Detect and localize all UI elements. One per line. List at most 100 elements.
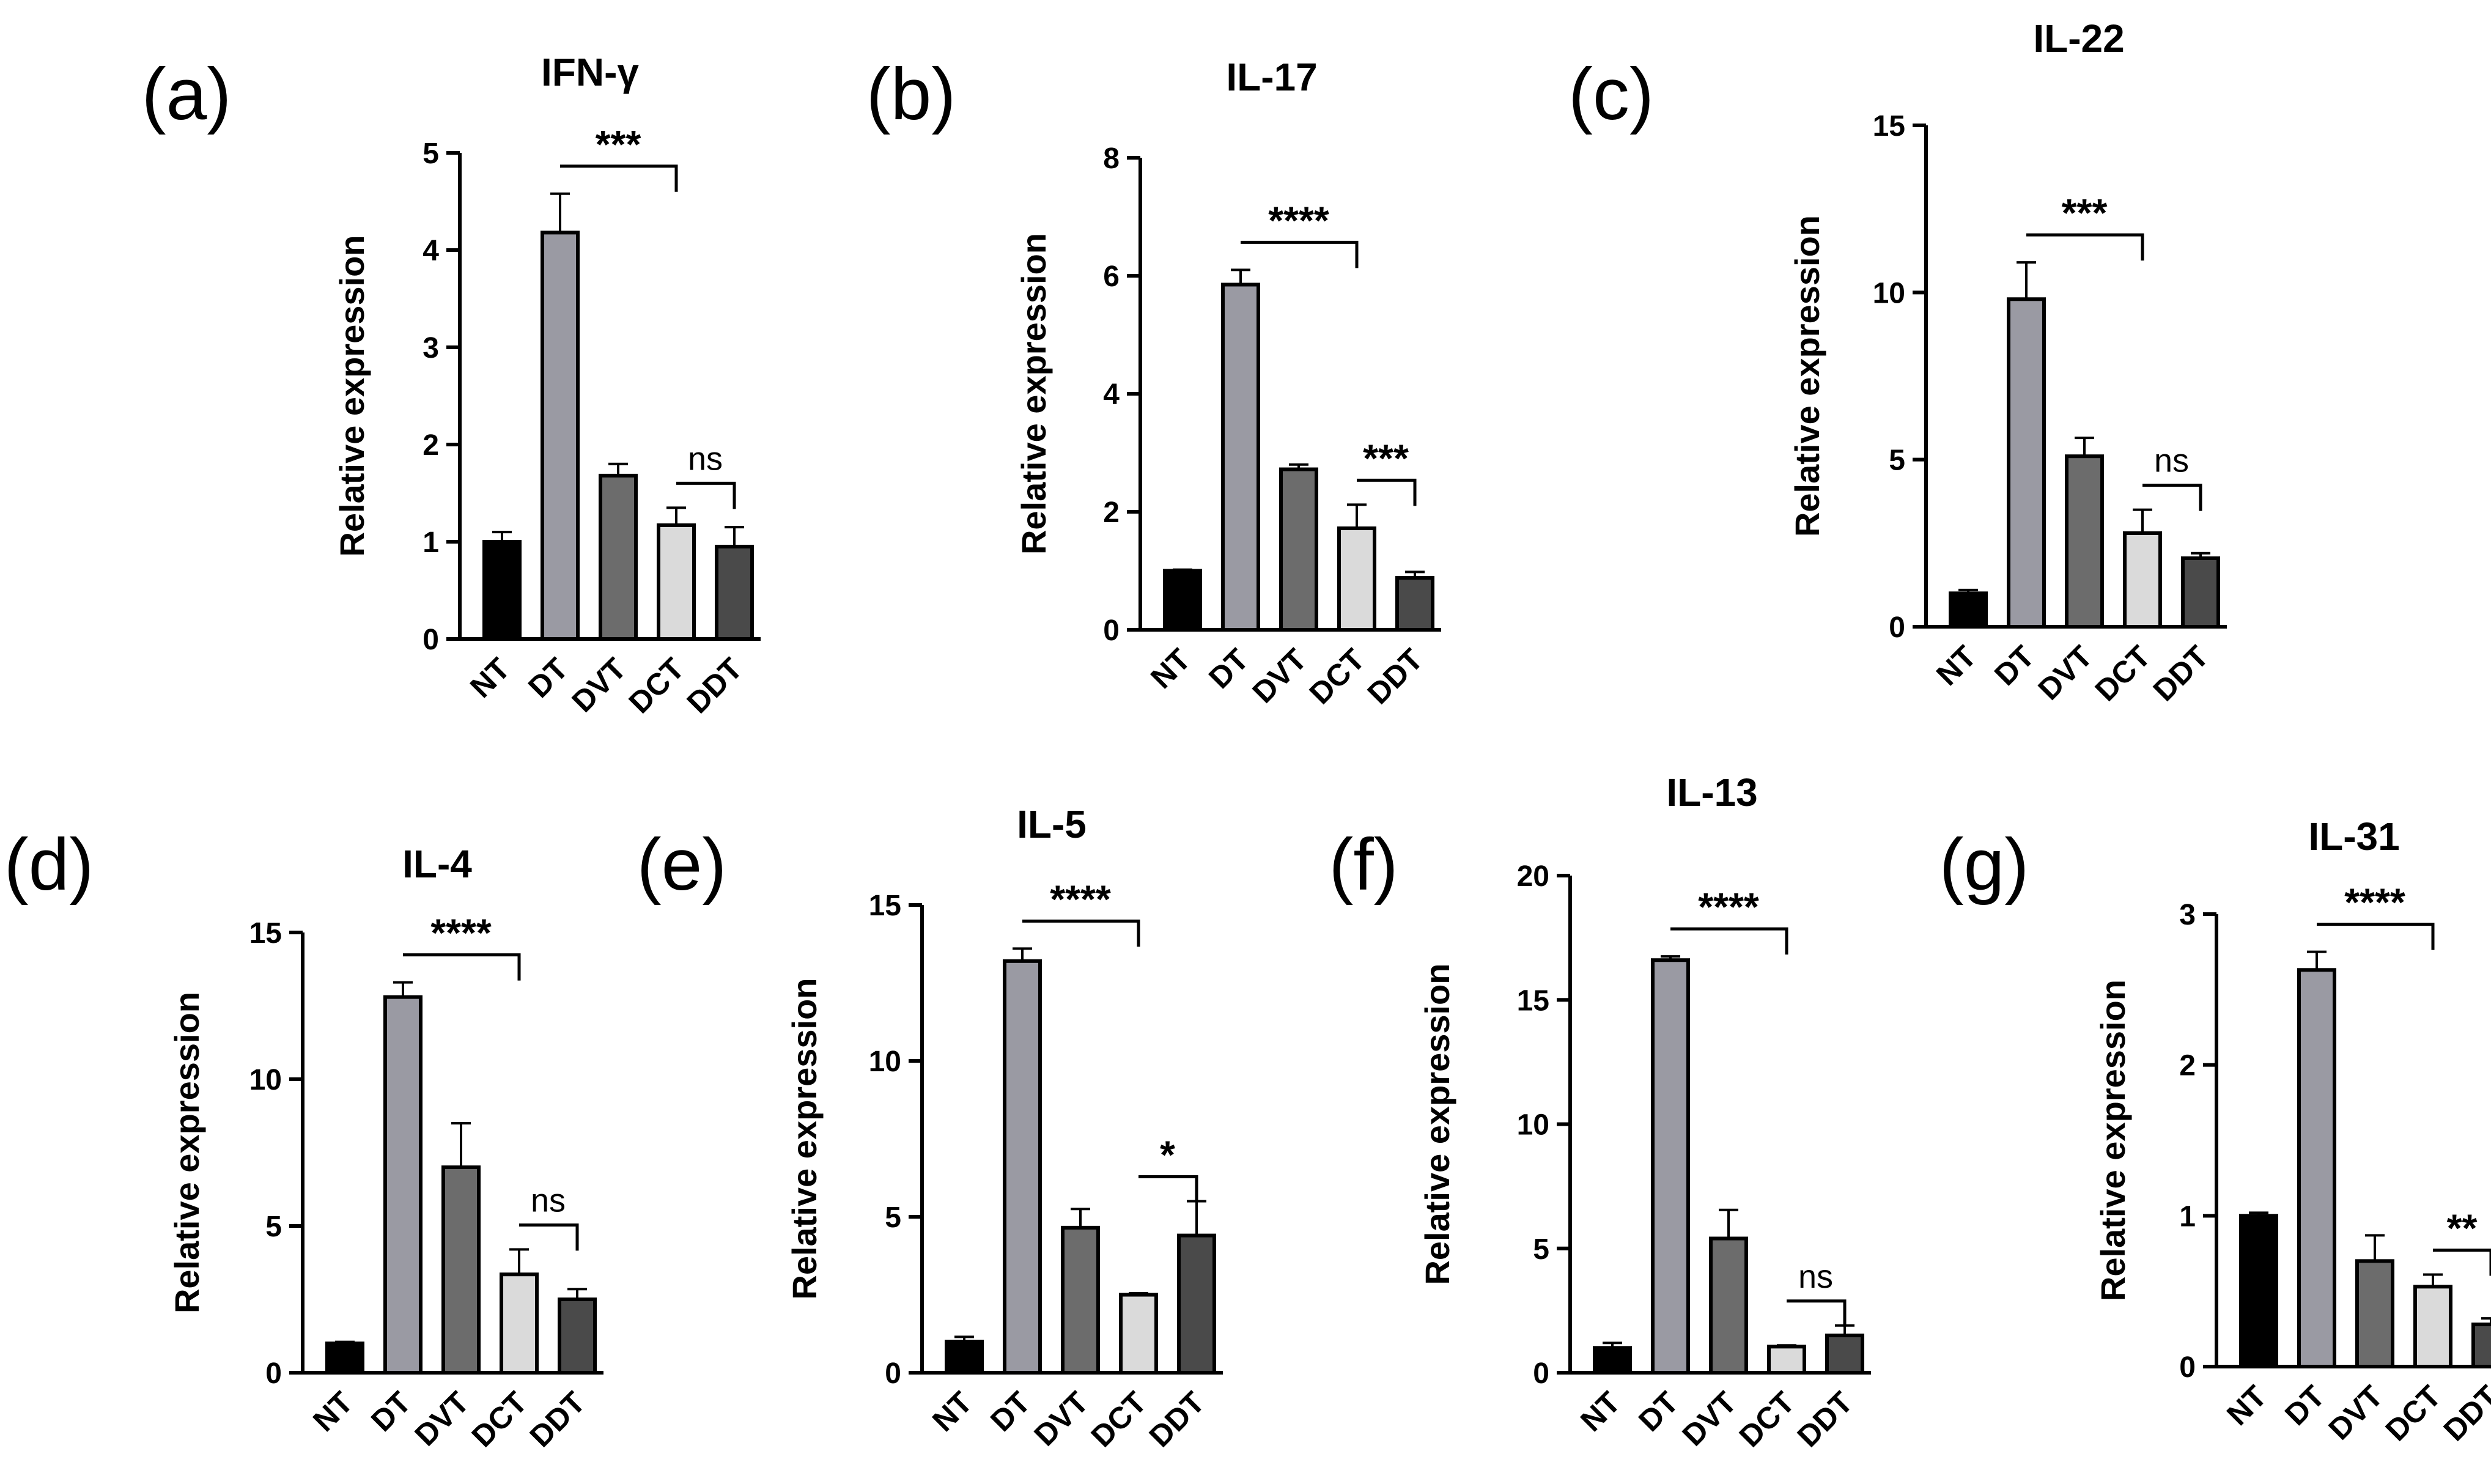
significance-bracket <box>1787 1299 1847 1327</box>
significance-bracket <box>2433 1249 2491 1276</box>
chart-title: IL-13 <box>1666 770 1757 814</box>
significance-label: ** <box>2447 1206 2478 1250</box>
category-label-dvt: DVT <box>2031 639 2098 706</box>
bar-dvt <box>1279 467 1318 632</box>
chart-title: IL-17 <box>1226 55 1317 99</box>
bar-dct <box>1119 1293 1158 1375</box>
category-label-dvt: DVT <box>408 1385 475 1452</box>
panel-letter: (b) <box>866 53 956 135</box>
significance-label: **** <box>1050 877 1111 921</box>
y-tick-label: 1 <box>423 526 439 559</box>
y-tick-label: 0 <box>2179 1351 2196 1384</box>
bar-nt <box>1949 591 1988 629</box>
category-label-ddt: DDT <box>1361 642 1430 711</box>
bar-dct <box>657 523 696 641</box>
bar-ddt <box>1395 576 1434 632</box>
significance-bracket <box>676 481 736 509</box>
y-tick-label: 3 <box>423 332 439 364</box>
y-axis-label: Relative expression <box>1014 233 1053 555</box>
chart-title: IL-31 <box>2308 814 2399 858</box>
y-tick-label: 8 <box>1103 142 1120 175</box>
bar-ddt <box>1177 1233 1216 1375</box>
bar-ddt <box>1825 1334 1864 1375</box>
category-label-nt: NT <box>2220 1379 2273 1432</box>
y-tick-label: 10 <box>249 1064 282 1096</box>
bar-nt <box>482 540 522 641</box>
panel-letter: (d) <box>4 824 94 906</box>
category-label-dct: DCT <box>1733 1385 1801 1453</box>
category-label-dct: DCT <box>465 1385 534 1453</box>
panel-letter: (g) <box>1939 824 2029 906</box>
bar-dvt <box>1061 1225 1100 1375</box>
y-axis-label: Relative expression <box>333 235 371 556</box>
bar-dct <box>1337 526 1376 632</box>
bar-nt <box>2239 1214 2278 1369</box>
y-tick-label: 20 <box>1517 860 1549 893</box>
category-label-nt: NT <box>463 651 517 704</box>
y-tick-label: 2 <box>423 429 439 462</box>
bar-dvt <box>441 1165 481 1375</box>
y-axis-label: Relative expression <box>2094 980 2132 1301</box>
significance-label: ns <box>1798 1258 1833 1295</box>
y-tick-label: 6 <box>1103 260 1120 293</box>
y-tick-label: 4 <box>423 235 439 267</box>
significance-bracket <box>1357 478 1417 506</box>
significance-label: **** <box>1268 198 1329 242</box>
significance-bracket <box>1670 927 1788 955</box>
significance-bracket <box>403 953 521 981</box>
significance-bracket <box>1241 240 1359 268</box>
bar-nt <box>945 1340 984 1375</box>
bar-dct <box>2123 531 2162 629</box>
category-label-dvt: DVT <box>565 651 632 718</box>
bar-dt <box>1651 958 1690 1375</box>
y-axis-label: Relative expression <box>168 992 206 1313</box>
y-tick-label: 15 <box>1517 984 1549 1017</box>
significance-bracket <box>2317 923 2435 950</box>
significance-label: *** <box>596 122 641 166</box>
y-tick-label: 10 <box>1517 1109 1549 1142</box>
bar-nt <box>1163 569 1202 632</box>
category-label-dct: DCT <box>622 651 691 720</box>
y-tick-label: 0 <box>1889 611 1905 644</box>
significance-label: ns <box>531 1182 566 1219</box>
y-tick-label: 10 <box>1873 277 1905 309</box>
bar-dct <box>2413 1285 2452 1368</box>
bar-dt <box>383 995 423 1375</box>
category-label-dct: DCT <box>1303 642 1371 711</box>
significance-label: **** <box>1698 885 1759 929</box>
bar-ddt <box>2471 1322 2491 1369</box>
significance-label: *** <box>2062 191 2108 235</box>
significance-label: **** <box>430 911 492 955</box>
bar-nt <box>1593 1346 1632 1375</box>
y-axis-label: Relative expression <box>1418 963 1456 1285</box>
y-tick-label: 0 <box>265 1357 282 1390</box>
category-label-nt: NT <box>1574 1385 1627 1438</box>
category-label-dvt: DVT <box>1246 642 1313 709</box>
y-tick-label: 3 <box>2179 899 2196 931</box>
y-tick-label: 5 <box>265 1211 282 1243</box>
y-tick-label: 15 <box>869 890 901 922</box>
significance-label: ns <box>2154 443 2189 479</box>
y-tick-label: 5 <box>885 1202 901 1234</box>
significance-label: * <box>1160 1133 1175 1177</box>
y-tick-label: 0 <box>1533 1357 1549 1390</box>
significance-label: *** <box>1363 436 1409 480</box>
category-label-ddt: DDT <box>1143 1385 1211 1453</box>
y-axis-label: Relative expression <box>785 978 824 1299</box>
y-tick-label: 1 <box>2179 1200 2196 1233</box>
panel-letter: (c) <box>1568 53 1654 135</box>
panel-letter: (a) <box>142 53 232 135</box>
significance-bracket <box>1138 1175 1198 1203</box>
category-label-nt: NT <box>1930 639 1983 692</box>
bar-dt <box>2007 297 2046 629</box>
y-tick-label: 5 <box>423 138 439 170</box>
significance-bracket <box>560 164 678 192</box>
chart-title: IL-5 <box>1017 802 1087 846</box>
bar-dt <box>541 231 580 641</box>
significance-label: ns <box>688 440 723 477</box>
